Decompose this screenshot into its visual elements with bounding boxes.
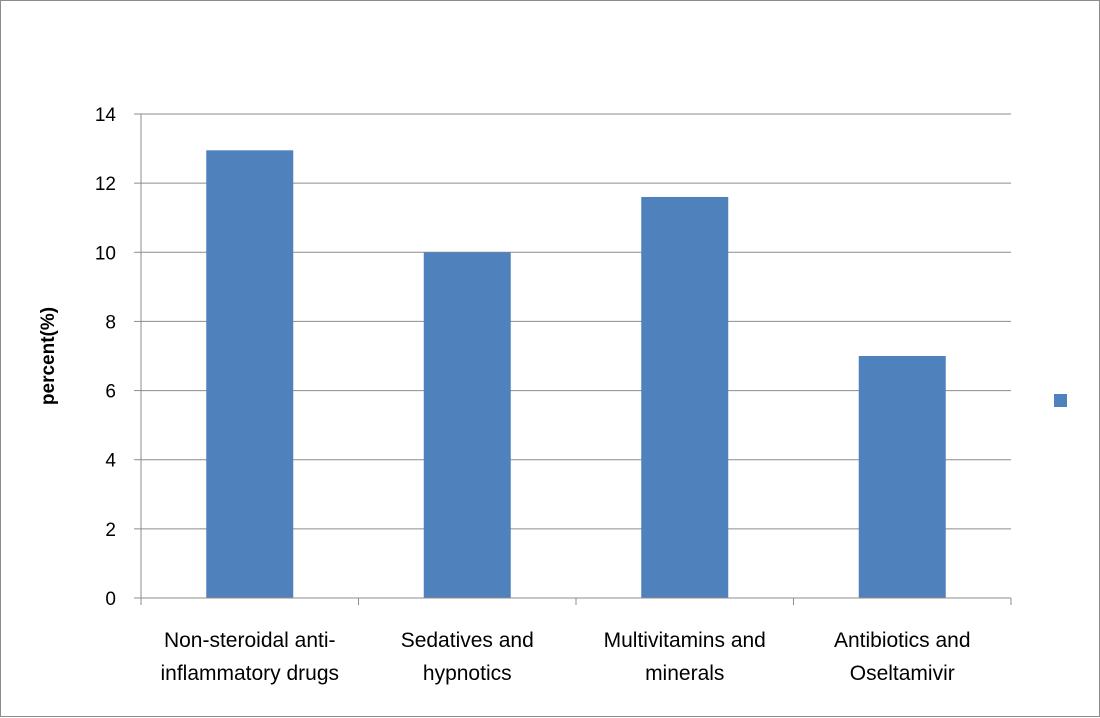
y-tick-label: 2 bbox=[105, 520, 116, 541]
y-tick-label: 12 bbox=[95, 174, 116, 195]
category-label: Multivitamins and bbox=[604, 629, 766, 652]
bar bbox=[423, 252, 511, 599]
axes bbox=[134, 113, 1012, 605]
bars bbox=[206, 150, 946, 599]
y-tick-label: 4 bbox=[105, 451, 116, 472]
category-label: Oseltamivir bbox=[850, 662, 955, 685]
category-label: Antibiotics and bbox=[834, 629, 971, 652]
category-labels: Non-steroidal anti-inflammatory drugs Sed… bbox=[160, 629, 970, 685]
y-axis-label: percent(%) bbox=[38, 307, 59, 405]
bar bbox=[858, 356, 946, 598]
y-tick-label: 14 bbox=[95, 105, 117, 126]
category-label: Non-steroidal anti- bbox=[164, 629, 336, 652]
y-tick-label: 0 bbox=[105, 589, 116, 610]
y-tick-labels: 0 2 4 6 8 10 12 14 bbox=[95, 105, 117, 610]
bar bbox=[641, 196, 729, 598]
legend-swatch bbox=[1054, 394, 1067, 407]
category-label: hypnotics bbox=[423, 662, 512, 685]
category-label: minerals bbox=[645, 662, 724, 685]
legend bbox=[1054, 394, 1067, 407]
y-tick-label: 10 bbox=[95, 243, 116, 264]
bar bbox=[206, 150, 294, 599]
y-tick-label: 6 bbox=[105, 382, 116, 403]
y-tick-label: 8 bbox=[105, 312, 116, 333]
category-label: inflammatory drugs bbox=[160, 662, 339, 685]
category-label: Sedatives and bbox=[401, 629, 534, 652]
